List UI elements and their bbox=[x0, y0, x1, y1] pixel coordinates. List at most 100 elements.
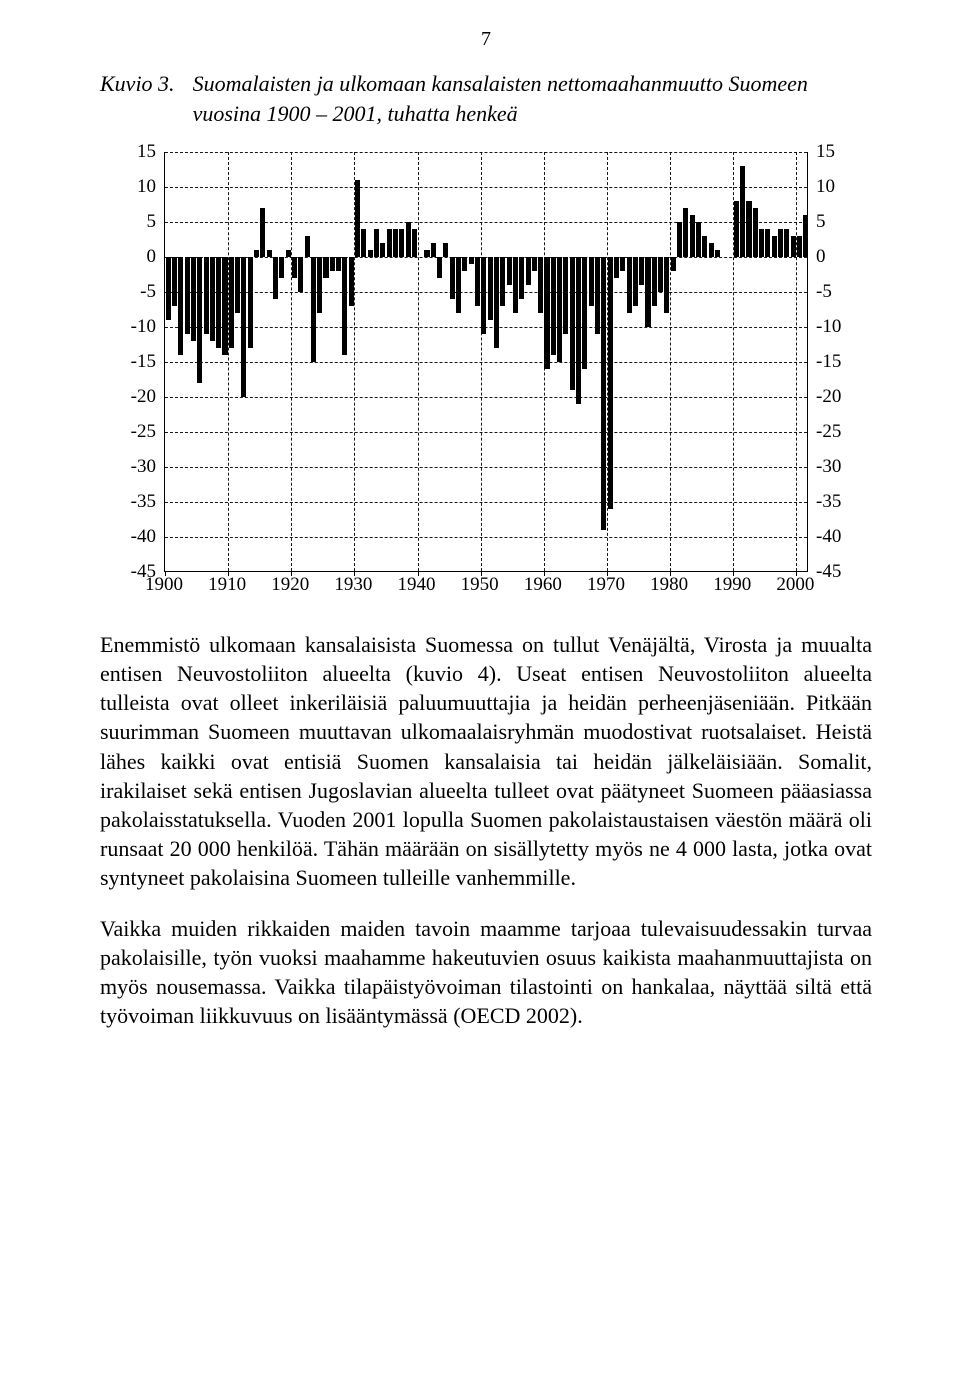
y-tick-label-right: -35 bbox=[816, 491, 852, 513]
x-tick-label: 1950 bbox=[461, 574, 499, 596]
page-number: 7 bbox=[100, 28, 872, 51]
bar bbox=[412, 229, 417, 257]
x-tick-label: 1980 bbox=[650, 574, 688, 596]
bar bbox=[671, 257, 676, 271]
y-tick-label-left: -25 bbox=[120, 421, 156, 443]
gridline-v bbox=[228, 152, 229, 571]
y-tick-label-left: -15 bbox=[120, 351, 156, 373]
bar bbox=[740, 166, 745, 257]
bar bbox=[443, 243, 448, 257]
bar bbox=[772, 236, 777, 257]
bar bbox=[166, 257, 171, 320]
bar bbox=[778, 229, 783, 257]
bar bbox=[475, 257, 480, 306]
y-tick-label-right: -20 bbox=[816, 386, 852, 408]
gridline-h bbox=[165, 222, 807, 223]
bar bbox=[784, 229, 789, 257]
bar bbox=[260, 208, 265, 257]
x-tick-label: 1910 bbox=[208, 574, 246, 596]
bar bbox=[576, 257, 581, 404]
bar bbox=[349, 257, 354, 306]
bar bbox=[627, 257, 632, 313]
bar bbox=[557, 257, 562, 362]
gridline-v bbox=[670, 152, 671, 571]
bar bbox=[279, 257, 284, 278]
bar bbox=[387, 229, 392, 257]
bar bbox=[342, 257, 347, 355]
y-tick-label-left: -20 bbox=[120, 386, 156, 408]
bar bbox=[500, 257, 505, 306]
bar bbox=[393, 229, 398, 257]
gridline-v bbox=[481, 152, 482, 571]
bar bbox=[753, 208, 758, 257]
gridline-h bbox=[165, 362, 807, 363]
bar bbox=[254, 250, 259, 257]
x-tick-label: 1990 bbox=[713, 574, 751, 596]
gridline-h bbox=[165, 187, 807, 188]
gridline-h bbox=[165, 467, 807, 468]
gridline-v bbox=[291, 152, 292, 571]
x-tick-label: 1960 bbox=[524, 574, 562, 596]
bar bbox=[399, 229, 404, 257]
bar bbox=[292, 257, 297, 278]
bar bbox=[222, 257, 227, 355]
bar bbox=[267, 250, 272, 257]
y-tick-label-left: -40 bbox=[120, 526, 156, 548]
gridline-v bbox=[796, 152, 797, 571]
figure-caption: Kuvio 3. Suomalaisten ja ulkomaan kansal… bbox=[100, 69, 872, 128]
bar bbox=[317, 257, 322, 313]
caption-label: Kuvio 3. bbox=[100, 69, 175, 128]
bar bbox=[191, 257, 196, 341]
y-tick-label-left: 0 bbox=[120, 246, 156, 268]
y-tick-label-right: 0 bbox=[816, 246, 852, 268]
bar bbox=[494, 257, 499, 348]
bar bbox=[589, 257, 594, 306]
y-tick-label-right: 5 bbox=[816, 211, 852, 233]
gridline-v bbox=[354, 152, 355, 571]
bar bbox=[235, 257, 240, 313]
bar bbox=[216, 257, 221, 348]
bar bbox=[361, 229, 366, 257]
bar bbox=[759, 229, 764, 257]
y-tick-label-right: -40 bbox=[816, 526, 852, 548]
bar bbox=[746, 201, 751, 257]
gridline-h bbox=[165, 152, 807, 153]
bar bbox=[481, 257, 486, 334]
gridline-h bbox=[165, 327, 807, 328]
x-axis-labels: 1900191019201930194019501960197019801990… bbox=[116, 572, 856, 600]
x-tick-label: 1970 bbox=[587, 574, 625, 596]
bar bbox=[791, 236, 796, 257]
y-tick-label-left: -5 bbox=[120, 281, 156, 303]
gridline-v bbox=[544, 152, 545, 571]
bar bbox=[406, 222, 411, 257]
bar bbox=[702, 236, 707, 257]
bar bbox=[532, 257, 537, 271]
bar bbox=[336, 257, 341, 271]
bar bbox=[323, 257, 328, 278]
gridline-h bbox=[165, 537, 807, 538]
bar bbox=[469, 257, 474, 264]
bar bbox=[633, 257, 638, 306]
gridline-h bbox=[165, 432, 807, 433]
x-tick-label: 2000 bbox=[776, 574, 814, 596]
bar bbox=[488, 257, 493, 320]
y-tick-label-left: 15 bbox=[120, 141, 156, 163]
y-tick-label-left: -35 bbox=[120, 491, 156, 513]
bar bbox=[513, 257, 518, 313]
bar bbox=[620, 257, 625, 271]
bar bbox=[355, 180, 360, 257]
bar bbox=[734, 201, 739, 257]
bar bbox=[204, 257, 209, 334]
y-tick-label-right: -30 bbox=[816, 456, 852, 478]
y-tick-label-left: -30 bbox=[120, 456, 156, 478]
bar bbox=[683, 208, 688, 257]
y-tick-label-left: 10 bbox=[120, 176, 156, 198]
bar bbox=[765, 229, 770, 257]
bar bbox=[658, 257, 663, 292]
bar bbox=[614, 257, 619, 278]
bar bbox=[172, 257, 177, 306]
bar bbox=[437, 257, 442, 278]
bar bbox=[298, 257, 303, 292]
x-tick-label: 1930 bbox=[334, 574, 372, 596]
bar bbox=[715, 250, 720, 257]
